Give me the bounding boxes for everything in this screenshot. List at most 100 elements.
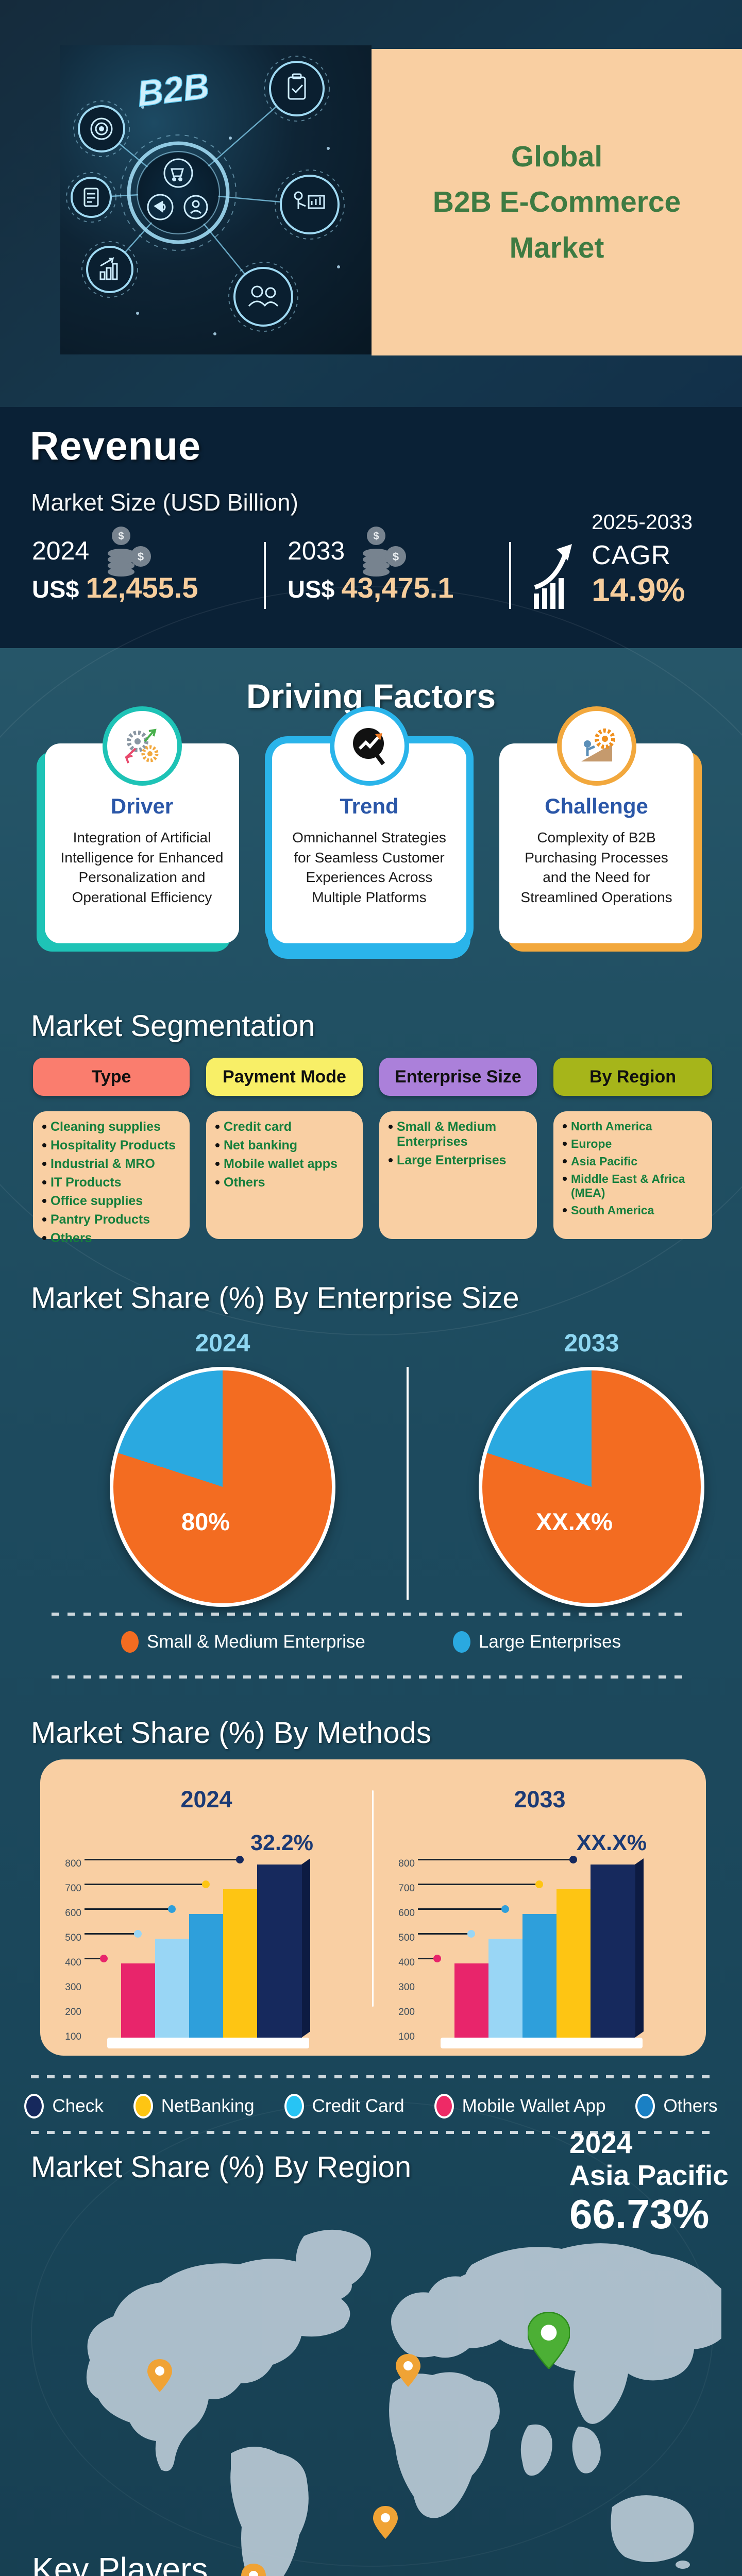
dotted-divider [52, 1675, 690, 1679]
people-icon [248, 285, 279, 307]
callout-year: 2024 [569, 2127, 633, 2159]
driver-card: Driver Integration of Artificial Intelli… [45, 706, 239, 943]
bullet-icon [42, 1236, 46, 1240]
bullet-icon [42, 1143, 46, 1147]
list-item: Industrial & MRO [42, 1157, 184, 1172]
coins-icon: $ $ [108, 527, 151, 577]
divider [407, 1367, 409, 1600]
list-item: Asia Pacific [563, 1155, 707, 1168]
bar-2033-year: 2033 [514, 1786, 566, 1812]
leader-dot-icon [501, 1905, 509, 1913]
clipboard-check-icon [288, 73, 306, 100]
list-item: Mobile wallet apps [215, 1157, 358, 1172]
callout-value: 66.73% [569, 2191, 710, 2238]
driver-card-title: Driver [110, 794, 174, 818]
growth-chart-icon [99, 257, 118, 280]
pie-2033-year: 2033 [564, 1330, 619, 1357]
bullet-icon [42, 1180, 46, 1184]
map-pin-middle-east-africa [373, 2506, 398, 2539]
dotted-divider [52, 1613, 690, 1616]
coins-icon: $ $ [363, 527, 406, 577]
dotted-divider [31, 2075, 711, 2078]
leader-dot-icon [100, 1955, 108, 1962]
hero-b2b-label: B2B [135, 65, 212, 114]
bar-chart-2033: 2033 XX.X% 800 700 600 500 400 300 200 100 [374, 1759, 706, 2056]
map-southeast-asia [572, 2427, 601, 2473]
bar-chart-2024: 2024 32.2% 800 700 600 500 400 300 200 100 [40, 1759, 373, 2056]
list-item: South America [563, 1204, 707, 1217]
challenge-card-title: Challenge [545, 794, 648, 818]
trend-card-text: Omnichannel Strategies for Seamless Cust… [292, 829, 446, 905]
divider [372, 1790, 374, 2007]
driver-icon [102, 706, 182, 786]
enterprise-share-title: Market Share (%) By Enterprise Size [31, 1281, 519, 1315]
axis-label: 700 [398, 1883, 415, 1894]
chart-base [441, 2038, 643, 2048]
bar-2033-top-share: XX.X% [576, 1831, 647, 1855]
bar-check [257, 1865, 302, 2038]
year-2033-label: 2033 [288, 536, 345, 565]
list-item: North America [563, 1120, 707, 1133]
legend-dot-icon [635, 2094, 655, 2119]
legend-dot-icon [24, 2094, 44, 2119]
driver-card-text: Integration of Artificial Intelligence f… [60, 829, 224, 905]
title-line-2: B2B E-Commerce [432, 185, 681, 219]
axis-label: 100 [398, 2031, 415, 2042]
trend-card-title: Trend [340, 794, 399, 818]
bullet-icon [563, 1142, 567, 1146]
bullet-icon [215, 1180, 220, 1184]
trend-icon [329, 706, 409, 786]
list-item: Net banking [215, 1138, 358, 1153]
b2b-network-illustration: B2B [66, 56, 345, 335]
leader-dot-icon [134, 1930, 142, 1938]
svg-text:$: $ [118, 531, 124, 542]
legend-dot-icon [452, 1631, 470, 1653]
bar-2024-top-share: 32.2% [250, 1831, 313, 1855]
bullet-icon [42, 1125, 46, 1129]
map-asia [463, 2243, 721, 2424]
map-north-america [86, 2259, 352, 2471]
axis-label: 800 [65, 1858, 81, 1869]
person-icon [183, 195, 208, 219]
methods-legend: Check NetBanking Credit Card Mobile Wall… [0, 2094, 742, 2119]
type-items: Cleaning supplies Hospitality Products Ind… [42, 1120, 184, 1246]
map-south-america [230, 2447, 309, 2576]
list-item: IT Products [42, 1175, 184, 1190]
leader-dot-icon [168, 1905, 176, 1913]
world-map [86, 2229, 721, 2576]
payment-items: Credit card Net banking Mobile wallet apps… [215, 1120, 358, 1190]
segment-header-by-region: By Region [553, 1058, 712, 1096]
axis-label: 800 [398, 1858, 415, 1869]
legend-dot-icon [121, 1631, 139, 1653]
axis-label: 600 [398, 1908, 415, 1919]
target-icon [90, 117, 113, 140]
map-africa [389, 2372, 500, 2518]
legend-dot-icon [434, 2094, 454, 2119]
hero-image: B2B [60, 45, 372, 354]
svg-text:$: $ [138, 550, 144, 563]
callout-region: Asia Pacific [569, 2159, 729, 2191]
bullet-icon [389, 1125, 393, 1129]
challenge-icon [556, 706, 636, 786]
bar-2024-year: 2024 [180, 1786, 232, 1812]
axis-label: 700 [65, 1883, 81, 1894]
megaphone-icon [147, 194, 174, 221]
page-title: Global B2B E-Commerce Market [433, 134, 681, 270]
list-item: Office supplies [42, 1194, 184, 1209]
svg-text:$: $ [393, 550, 399, 563]
map-pin-asia-pacific [528, 2312, 570, 2369]
segment-header-type: Type [33, 1058, 190, 1096]
revenue-title: Revenue [30, 423, 201, 468]
map-pin-south-america [241, 2564, 266, 2576]
list-item: Others [215, 1175, 358, 1190]
segment-header-enterprise-size: Enterprise Size [379, 1058, 537, 1096]
legend-dot-icon [133, 2094, 153, 2119]
challenge-card: Challenge Complexity of B2B Purchasing P… [499, 706, 694, 943]
bullet-icon [563, 1208, 567, 1212]
legend-item: Small & Medium Enterprise [121, 1631, 365, 1653]
leader-dot-icon [433, 1955, 441, 1962]
bullet-icon [563, 1177, 567, 1181]
map-new-zealand [676, 2561, 690, 2569]
title-panel: Global B2B E-Commerce Market [372, 49, 742, 355]
legend-dot-icon [284, 2094, 304, 2119]
